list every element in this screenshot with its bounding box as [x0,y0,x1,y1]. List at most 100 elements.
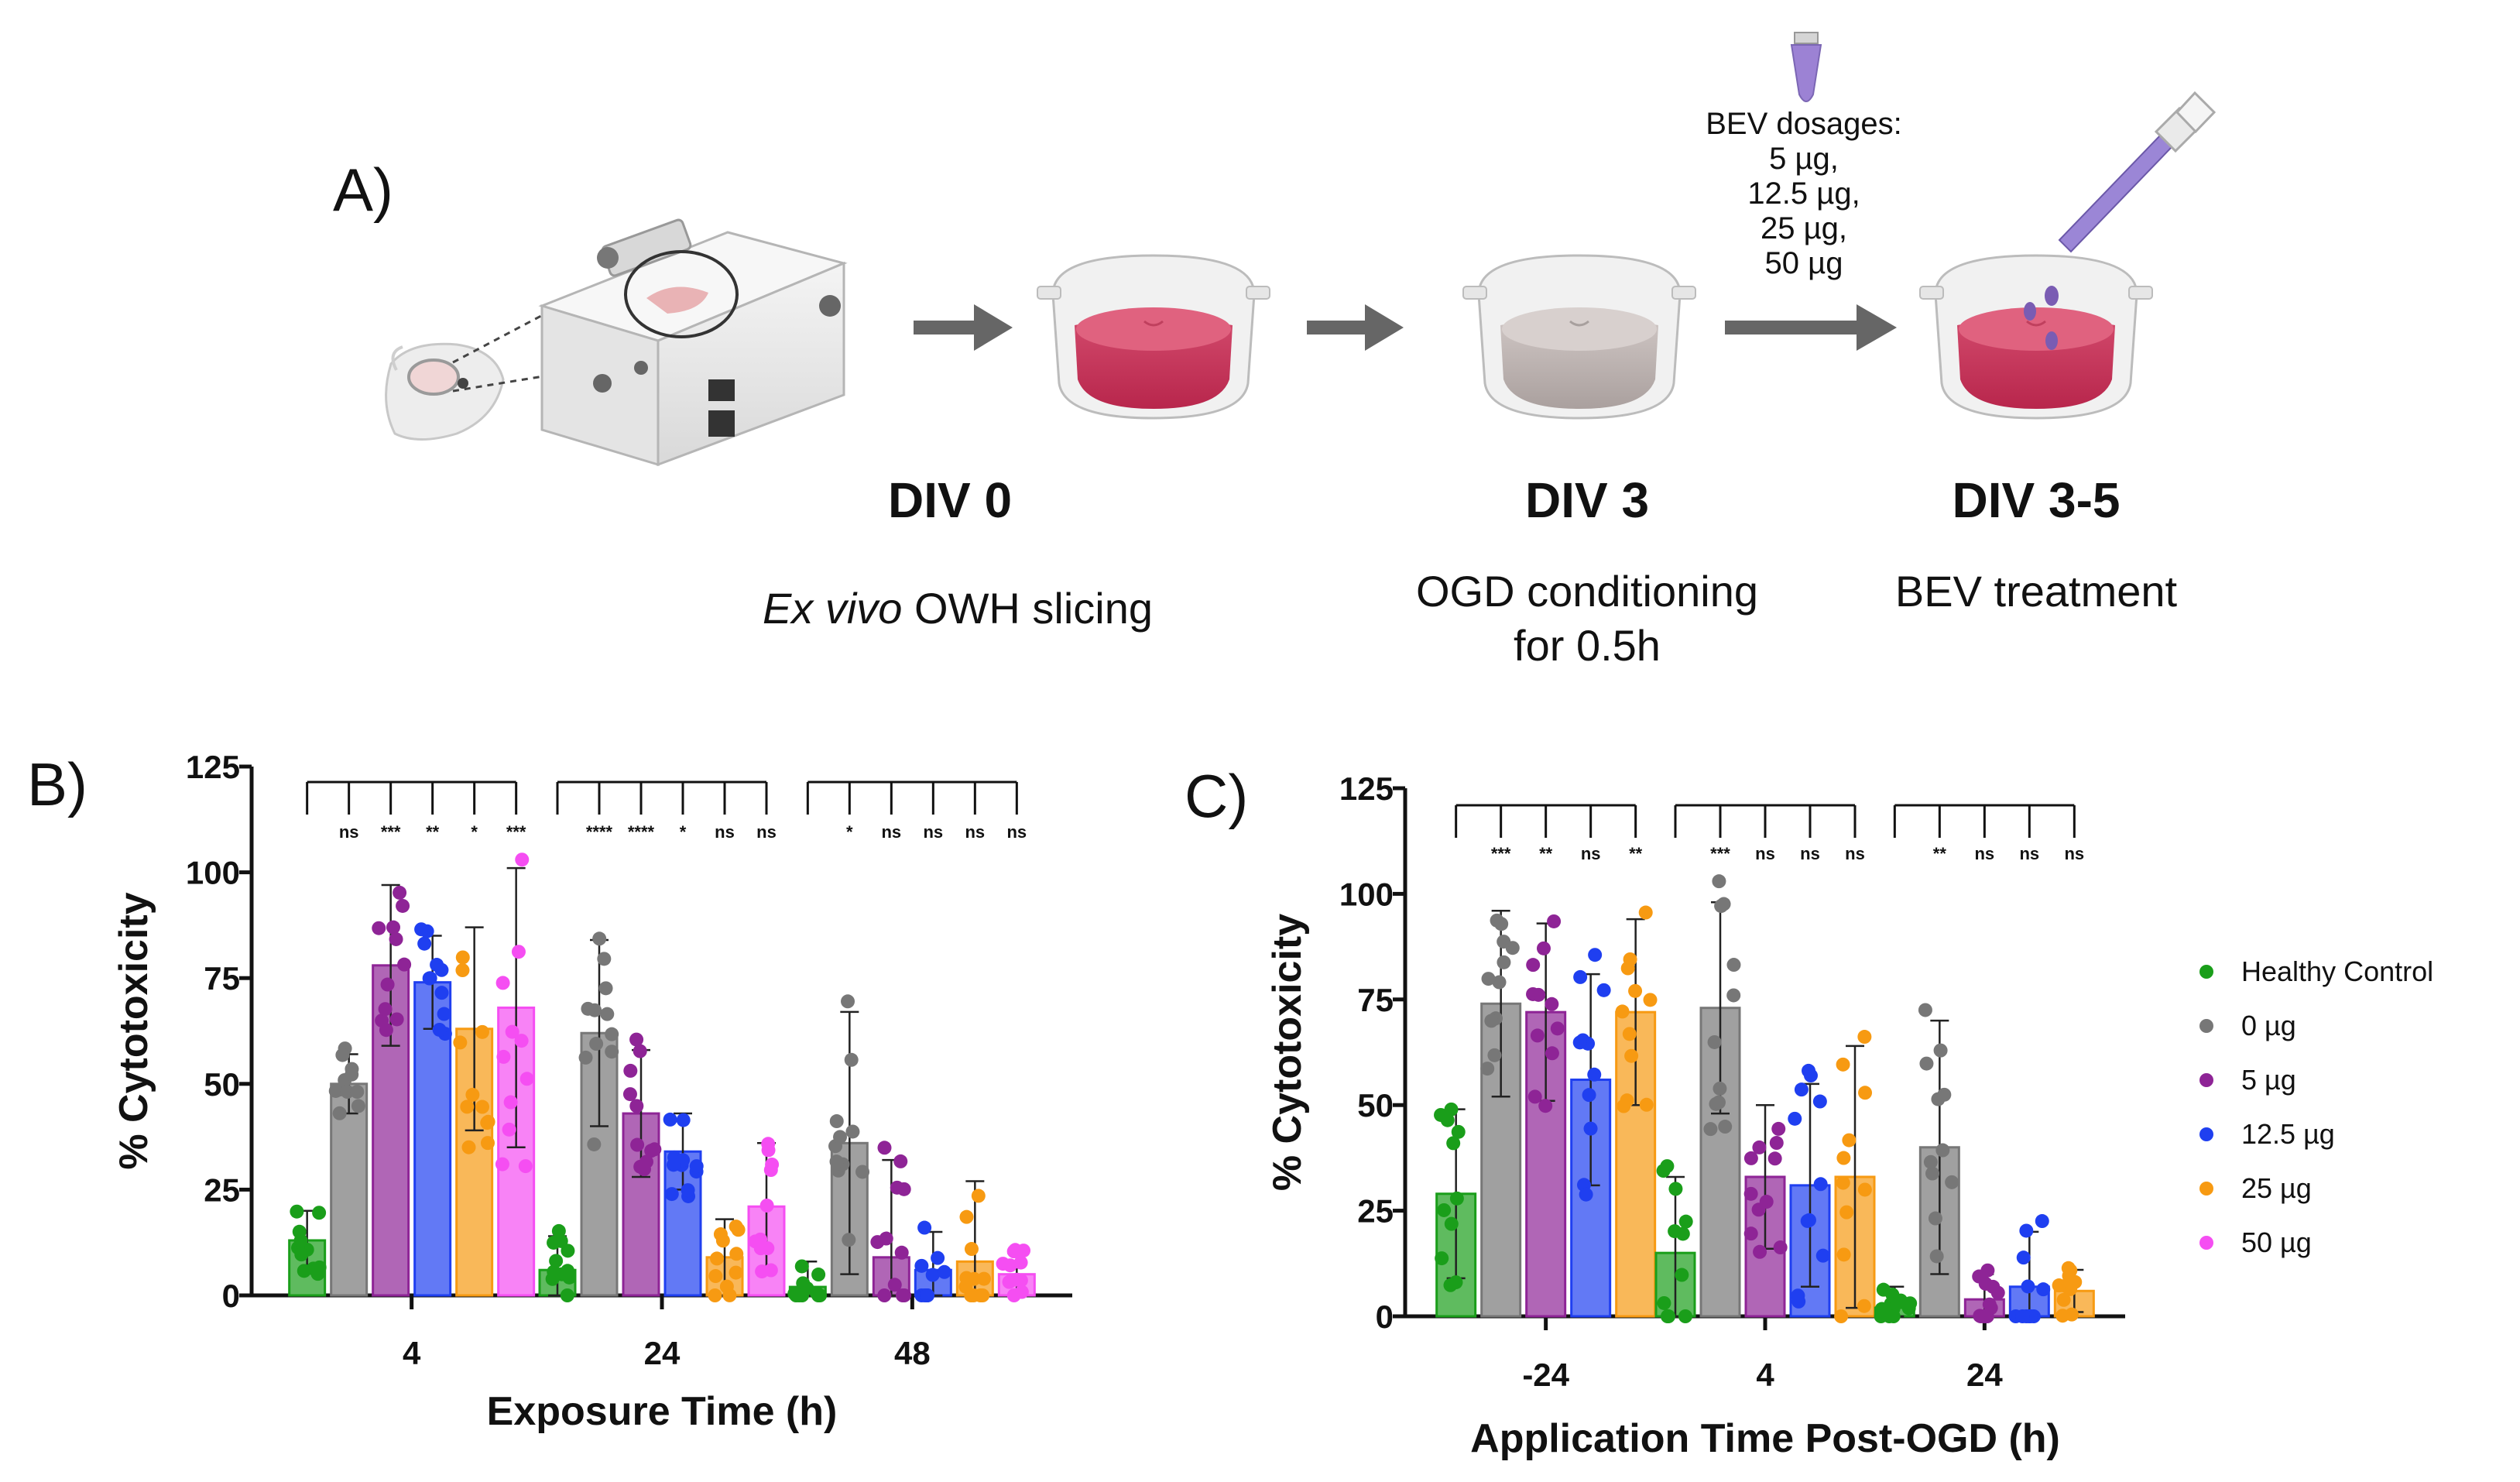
data-point [1446,1136,1461,1151]
data-point [453,1035,468,1050]
legend-swatch [2199,1127,2213,1141]
rodent-icon [385,342,505,441]
data-point [2016,1250,2031,1265]
sig-label: ** [426,822,440,842]
data-point [1588,948,1603,962]
data-point [397,957,412,972]
legend-label: Healthy Control [2241,955,2433,987]
data-point [1536,941,1551,955]
data-point [1857,1298,1871,1313]
data-point [1582,1088,1596,1103]
data-point [312,1206,327,1220]
legend: Healthy Control 0 µg 5 µg 12.5 µg 25 µg 50 µg [2199,955,2433,1258]
data-point [589,1037,604,1051]
sig-label: *** [1491,844,1511,863]
stage-title-div3: DIV 3 [1525,472,1649,528]
sig-label: * [680,822,687,842]
stage-title-div35: DIV 3-5 [1953,472,2121,528]
data-point [1972,1269,1987,1284]
sig-label: ** [1629,844,1643,863]
data-point [829,1114,844,1129]
data-point [1802,1063,1816,1078]
data-point [1743,1151,1758,1165]
data-point [890,1180,904,1195]
data-point [1678,1309,1692,1323]
data-point [1773,1240,1788,1255]
data-point [633,1044,647,1058]
data-point [432,1022,447,1037]
data-point [386,920,400,935]
y-tick-label: 100 [1339,876,1394,912]
data-point [1547,914,1562,928]
sig-label: *** [1710,844,1730,863]
data-point [1928,1211,1942,1226]
data-point [480,1136,495,1151]
data-point [1678,1214,1693,1229]
data-point [1497,955,1511,969]
data-point [1617,1099,1631,1113]
data-point [1587,1067,1602,1082]
data-point [629,1099,644,1113]
data-point [1494,917,1509,931]
y-axis-title: % Cytotoxicity [1265,914,1310,1191]
data-point [877,1141,892,1155]
data-point [1836,1057,1850,1072]
data-point [1538,1099,1553,1113]
data-point [1643,993,1658,1007]
data-point [561,1244,575,1258]
data-point [511,945,526,959]
sig-label: ns [1974,844,1994,863]
data-point [2035,1214,2049,1229]
data-point [332,1106,347,1120]
data-point [937,1264,951,1279]
data-point [855,1165,870,1179]
sig-label: ** [1539,844,1553,863]
data-point [1836,1247,1851,1262]
data-point [1935,1143,1950,1158]
data-point [1834,1309,1849,1323]
data-point [2063,1263,2078,1278]
data-point [722,1288,737,1302]
data-point [2036,1282,2051,1297]
data-point [434,962,449,977]
data-point [689,1159,704,1174]
data-point [1545,1046,1559,1061]
data-point [917,1220,932,1235]
data-point [1919,1056,1934,1071]
sig-label: * [846,822,853,842]
bar [1699,1007,1741,1318]
data-point [554,1267,569,1281]
data-point [1579,1187,1593,1202]
data-point [1449,1191,1464,1206]
data-point [495,1157,509,1172]
legend-swatch [2199,1236,2213,1250]
stage-desc-div3-line2: for 0.5h [1514,621,1661,670]
sig-label: *** [381,822,401,842]
data-point [2056,1292,2071,1307]
data-point [664,1187,679,1202]
x-axis-title: Exposure Time (h) [487,1389,838,1434]
y-tick-label: 0 [1376,1298,1394,1335]
data-point [1857,1182,1872,1197]
sig-label: **** [628,822,655,842]
data-point [1497,935,1511,949]
data-point [1481,972,1496,986]
panel-b-letter: B) [27,750,87,818]
sig-label: ns [923,822,943,842]
data-point [622,1087,637,1102]
data-point [1707,1034,1722,1049]
data-point [293,1233,308,1248]
data-point [1815,1248,1830,1263]
data-point [1937,1087,1952,1102]
data-point [505,1024,519,1039]
data-point [1857,1030,1872,1045]
data-point [1596,983,1611,997]
data-point [460,1099,475,1114]
data-point [1675,1268,1689,1282]
sig-label: ns [756,822,777,842]
data-point [971,1189,986,1203]
data-point [729,1220,743,1234]
data-point [389,1012,404,1027]
